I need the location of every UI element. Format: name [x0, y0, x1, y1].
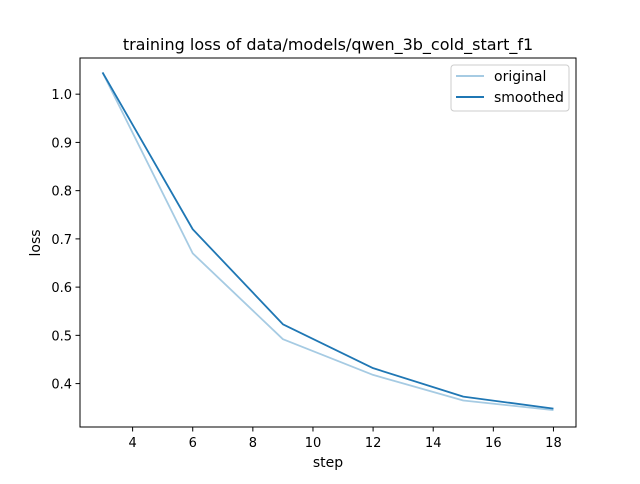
x-axis: 4 6 8 10 12 14 16 18 — [128, 427, 562, 451]
x-axis-label: step — [313, 455, 343, 471]
plot-area — [79, 57, 577, 428]
chart-title: training loss of data/models/qwen_3b_col… — [123, 35, 533, 55]
y-axis-label: loss — [28, 229, 44, 256]
x-tick-label: 18 — [545, 436, 562, 451]
legend-label-original: original — [494, 69, 546, 85]
x-tick-label: 16 — [485, 436, 502, 451]
y-tick-label: 0.8 — [51, 185, 72, 200]
y-tick-label: 0.5 — [51, 329, 72, 344]
y-tick-label: 0.9 — [51, 136, 72, 151]
y-axis: 0.4 0.5 0.6 0.7 0.8 0.9 1.0 — [51, 88, 80, 393]
legend: original smoothed — [450, 64, 570, 112]
x-tick-label: 14 — [425, 436, 442, 451]
series-layer — [101, 72, 554, 412]
plot-frame — [79, 57, 577, 428]
y-tick-label: 0.6 — [51, 281, 72, 296]
legend-label-smoothed: smoothed — [494, 90, 564, 106]
x-tick-label: 4 — [128, 436, 136, 451]
series-line-smoothed — [101, 72, 554, 410]
x-tick-label: 12 — [365, 436, 382, 451]
y-tick-label: 0.7 — [51, 233, 72, 248]
x-tick-label: 8 — [249, 436, 257, 451]
y-tick-label: 0.4 — [51, 378, 72, 393]
y-tick-label: 1.0 — [51, 88, 72, 103]
x-tick-label: 10 — [305, 436, 322, 451]
series-line-original — [101, 72, 554, 412]
x-tick-label: 6 — [189, 436, 197, 451]
